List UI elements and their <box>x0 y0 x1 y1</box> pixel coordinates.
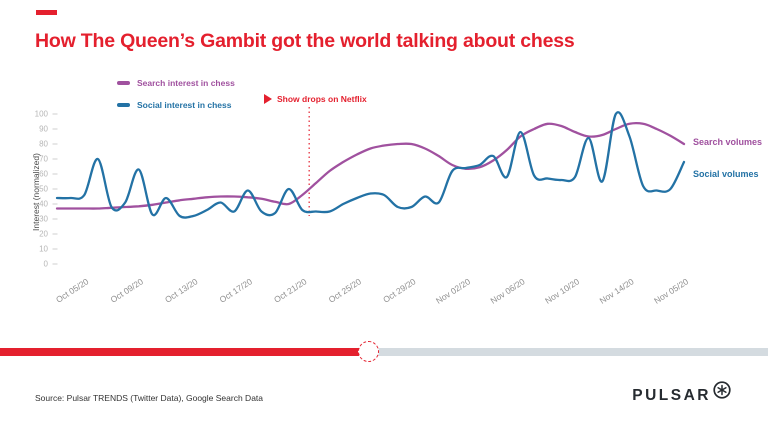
svg-text:Nov 02/20: Nov 02/20 <box>434 276 472 306</box>
social-interest-line <box>55 111 686 219</box>
search-interest-line <box>55 121 686 210</box>
legend-label-social: Social interest in chess <box>137 100 232 110</box>
chart-legend: Search interest in chess Social interest… <box>117 77 235 121</box>
legend-swatch-social <box>117 103 130 107</box>
svg-text:Nov 06/20: Nov 06/20 <box>489 276 527 306</box>
legend-item-social: Social interest in chess <box>117 99 235 111</box>
svg-text:20: 20 <box>39 230 48 239</box>
svg-text:Oct 17/20: Oct 17/20 <box>218 276 255 305</box>
svg-text:90: 90 <box>39 125 48 134</box>
svg-text:100: 100 <box>35 110 49 119</box>
svg-text:60: 60 <box>39 170 48 179</box>
pulsar-wordmark: PULSAR <box>632 387 711 404</box>
asterisk-circle-icon <box>713 381 731 399</box>
svg-text:Oct 25/20: Oct 25/20 <box>327 276 364 305</box>
svg-text:Oct 09/20: Oct 09/20 <box>109 276 146 305</box>
svg-text:80: 80 <box>39 140 48 149</box>
legend-label-search: Search interest in chess <box>137 78 235 88</box>
svg-text:10: 10 <box>39 245 48 254</box>
svg-text:0: 0 <box>44 260 49 269</box>
accent-dash <box>36 10 57 15</box>
svg-text:Oct 21/20: Oct 21/20 <box>272 276 309 305</box>
netflix-annotation: Show drops on Netflix <box>264 94 367 104</box>
legend-swatch-search <box>117 81 130 85</box>
timeline-progress <box>0 348 362 356</box>
y-axis: 0 10 20 30 40 50 60 70 80 90 100 Interest (normaliz… <box>31 110 58 269</box>
svg-text:Nov 05/20: Nov 05/20 <box>652 276 690 306</box>
source-text: Source: Pulsar TRENDS (Twitter Data), Go… <box>35 393 264 403</box>
svg-text:40: 40 <box>39 200 48 209</box>
play-icon <box>264 94 272 104</box>
netflix-annotation-label: Show drops on Netflix <box>277 94 367 104</box>
svg-text:30: 30 <box>39 215 48 224</box>
svg-text:Nov 14/20: Nov 14/20 <box>598 276 636 306</box>
y-axis-title: Interest (normalized) <box>31 153 41 231</box>
timeline-knob[interactable] <box>358 341 379 362</box>
x-axis: Oct 05/20 Oct 09/20 Oct 13/20 Oct 17/20 Oct … <box>54 276 690 306</box>
svg-text:Nov 10/20: Nov 10/20 <box>543 276 581 306</box>
svg-text:Oct 05/20: Oct 05/20 <box>54 276 91 305</box>
legend-item-search: Search interest in chess <box>117 77 235 89</box>
svg-text:70: 70 <box>39 155 48 164</box>
timeline-track[interactable] <box>0 348 768 356</box>
svg-text:50: 50 <box>39 185 48 194</box>
svg-text:Oct 13/20: Oct 13/20 <box>163 276 200 305</box>
page-title: How The Queen’s Gambit got the world tal… <box>35 30 575 52</box>
search-volumes-label: Search volumes <box>693 137 763 147</box>
svg-text:Oct 29/20: Oct 29/20 <box>381 276 418 305</box>
social-volumes-label: Social volumes <box>693 169 759 179</box>
pulsar-logo: PULSAR <box>632 380 732 405</box>
